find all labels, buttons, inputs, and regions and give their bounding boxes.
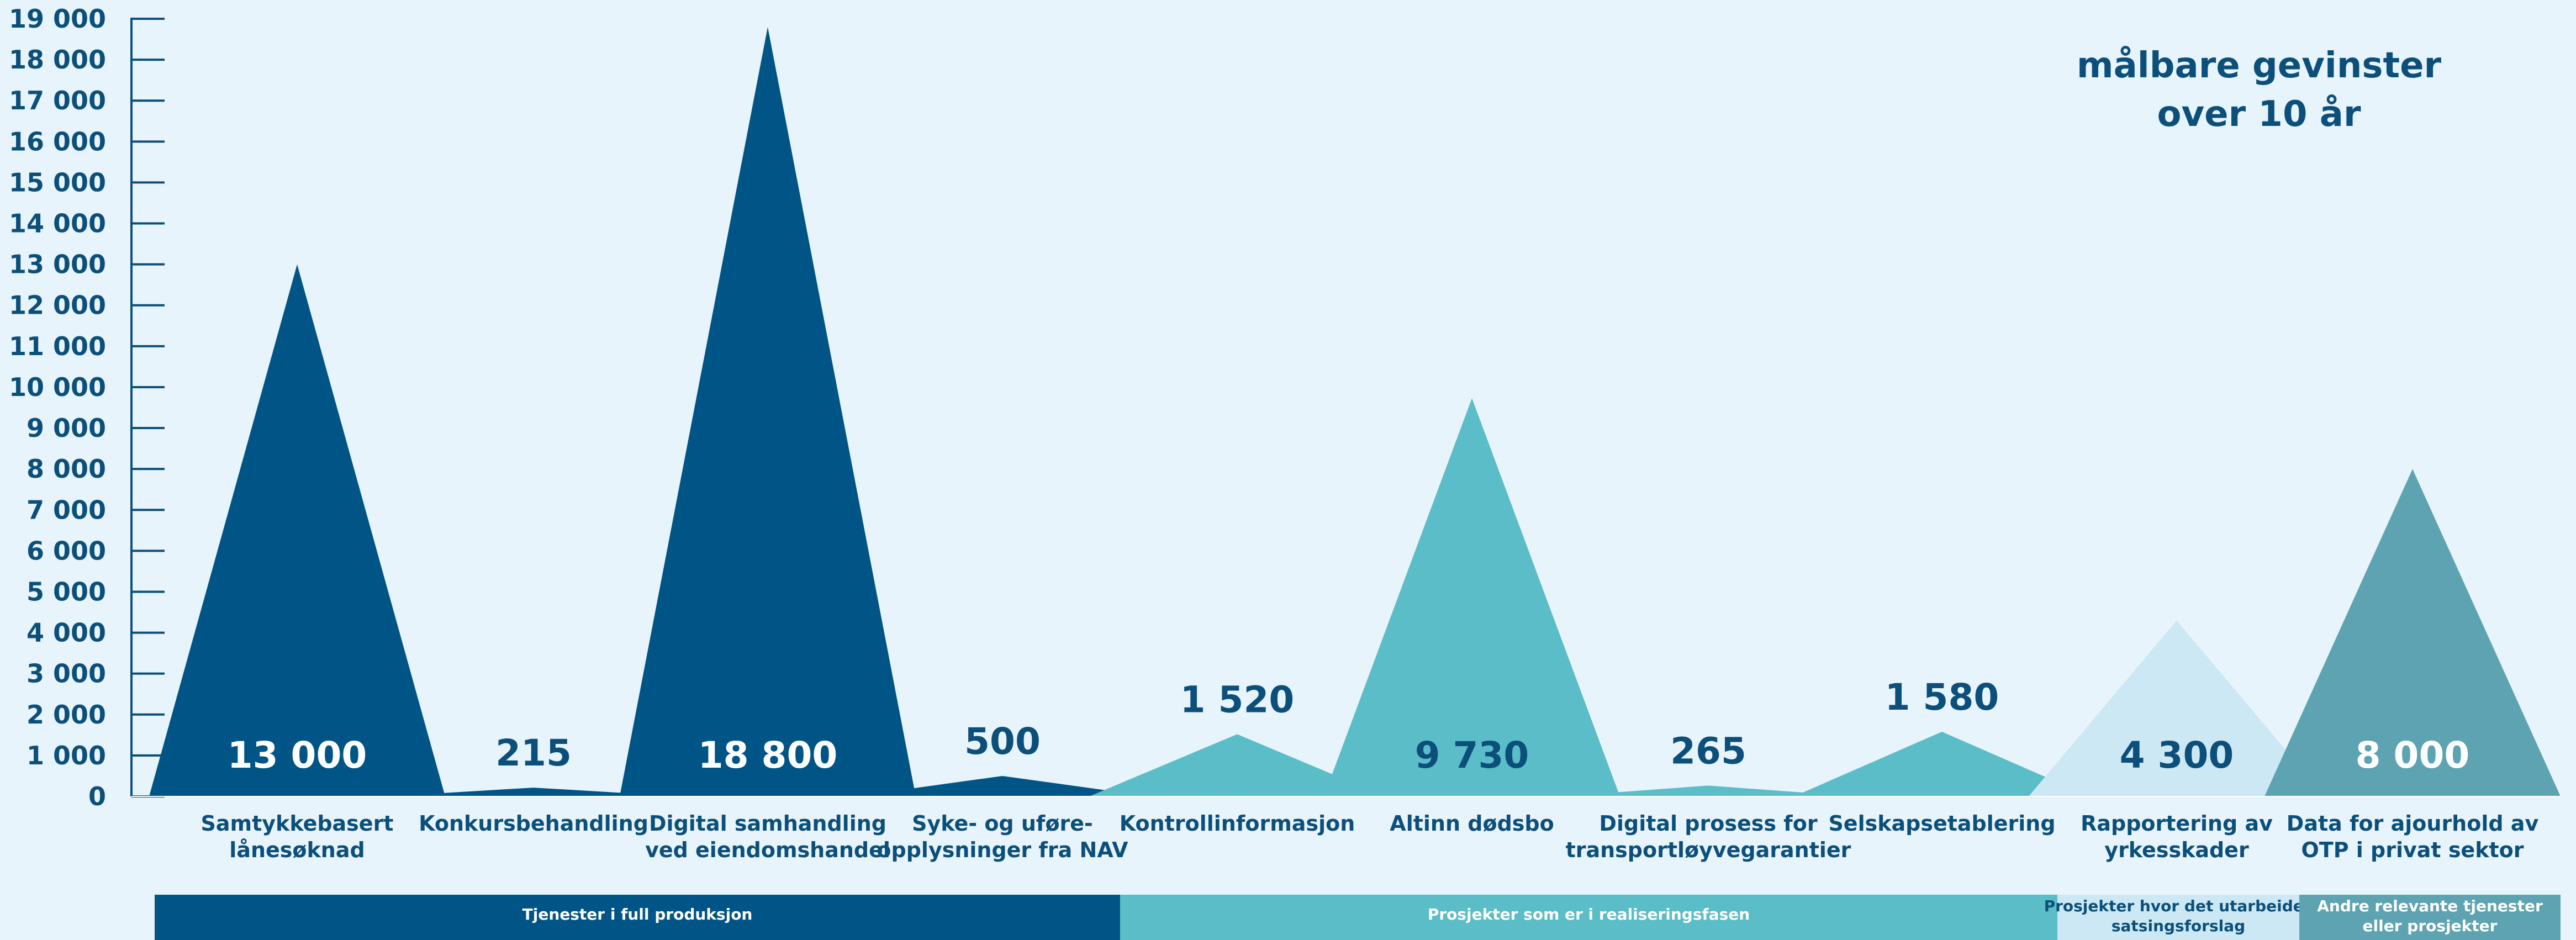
category-label: Selskapsetablering — [1828, 811, 2055, 836]
value-label: 1 520 — [1180, 678, 1295, 721]
peak-0 — [149, 264, 445, 796]
y-tick-label: 4 000 — [27, 618, 106, 648]
category-label: Data for ajourhold av — [2287, 811, 2539, 836]
y-tick-label: 11 000 — [9, 331, 106, 361]
y-tick-label: 15 000 — [9, 167, 106, 197]
band-1 — [1120, 895, 2057, 940]
value-label: 1 580 — [1885, 676, 1999, 719]
band-label: Andre relevante tjenester — [2317, 897, 2543, 915]
y-tick-label: 7 000 — [27, 495, 106, 525]
band-label: Prosjekter hvor det utarbeides — [2044, 897, 2313, 915]
peak-4 — [1089, 734, 1385, 796]
y-tick-label: 5 000 — [27, 577, 106, 606]
peak-7 — [1794, 731, 2090, 796]
band-0 — [155, 895, 1120, 940]
band-label: satsingsforslag — [2112, 917, 2245, 935]
category-label: Rapportering av — [2081, 811, 2273, 836]
value-label: 500 — [964, 720, 1041, 763]
band-label: eller prosjekter — [2363, 917, 2498, 935]
annotation-line: målbare gevinster — [2077, 45, 2442, 86]
band-label: Tjenester i full produksjon — [522, 905, 753, 923]
peaks-layer — [149, 27, 2561, 797]
value-label: 18 800 — [698, 734, 838, 777]
category-label: OTP i privat sektor — [2301, 838, 2524, 862]
y-tick-label: 13 000 — [9, 250, 106, 279]
y-axis: 0 1 000 2 000 3 000 4 000 5 000 6 000 7 000 8 00… — [9, 4, 2561, 811]
category-bands: Tjenester i full produksjon Prosjekter so… — [155, 895, 2561, 940]
peak-1 — [386, 788, 682, 796]
y-tick-label: 14 000 — [9, 209, 106, 239]
category-label: Konkursbehandling — [419, 811, 648, 836]
y-tick-label: 10 000 — [9, 372, 106, 402]
category-label: yrkesskader — [2104, 838, 2249, 862]
peak-2 — [620, 27, 916, 797]
y-tick-label: 8 000 — [27, 454, 106, 484]
category-label: Kontrollinformasjon — [1120, 811, 1355, 836]
y-tick-label: 16 000 — [9, 126, 106, 156]
category-label: lånesøknad — [229, 838, 365, 862]
y-tick-label: 2 000 — [27, 700, 106, 730]
category-label: ved eiendomshandel — [645, 838, 890, 862]
value-label: 4 300 — [2120, 734, 2234, 777]
y-tick-label: 19 000 — [9, 4, 106, 34]
peak-5 — [1324, 398, 1620, 796]
category-label: Samtykkebasert — [201, 811, 394, 836]
y-tick-label: 18 000 — [9, 45, 106, 75]
category-label: opplysninger fra NAV — [877, 838, 1128, 862]
y-tick-label: 3 000 — [27, 659, 106, 689]
y-tick-label: 0 — [88, 781, 106, 811]
category-label: transportløyvegarantier — [1566, 838, 1851, 862]
band-3 — [2299, 895, 2561, 940]
value-label: 215 — [495, 732, 572, 774]
annotation-line: over 10 år — [2157, 94, 2361, 135]
y-tick-label: 9 000 — [27, 413, 106, 443]
value-label: 8 000 — [2356, 734, 2470, 777]
y-tick-label: 17 000 — [9, 86, 106, 115]
category-label: Altinn dødsbo — [1390, 811, 1554, 836]
peak-9 — [2264, 469, 2561, 796]
category-label: Digital samhandling — [649, 811, 886, 836]
chart-annotation: målbare gevinster over 10 år — [2077, 45, 2442, 135]
value-label: 265 — [1670, 730, 1746, 772]
y-tick-label: 1 000 — [27, 741, 106, 770]
value-label: 9 730 — [1415, 734, 1529, 777]
category-label: Syke- og uføre- — [912, 811, 1093, 836]
y-tick-label: 6 000 — [27, 536, 106, 566]
category-label: Digital prosess for — [1599, 811, 1817, 836]
value-label: 13 000 — [228, 734, 367, 777]
peak-8 — [2029, 620, 2325, 796]
y-tick-label: 12 000 — [9, 291, 106, 320]
band-2 — [2057, 895, 2299, 940]
band-label: Prosjekter som er i realiseringsfasen — [1428, 905, 1750, 923]
peak-3 — [854, 775, 1150, 796]
peak-6 — [1560, 785, 1856, 796]
